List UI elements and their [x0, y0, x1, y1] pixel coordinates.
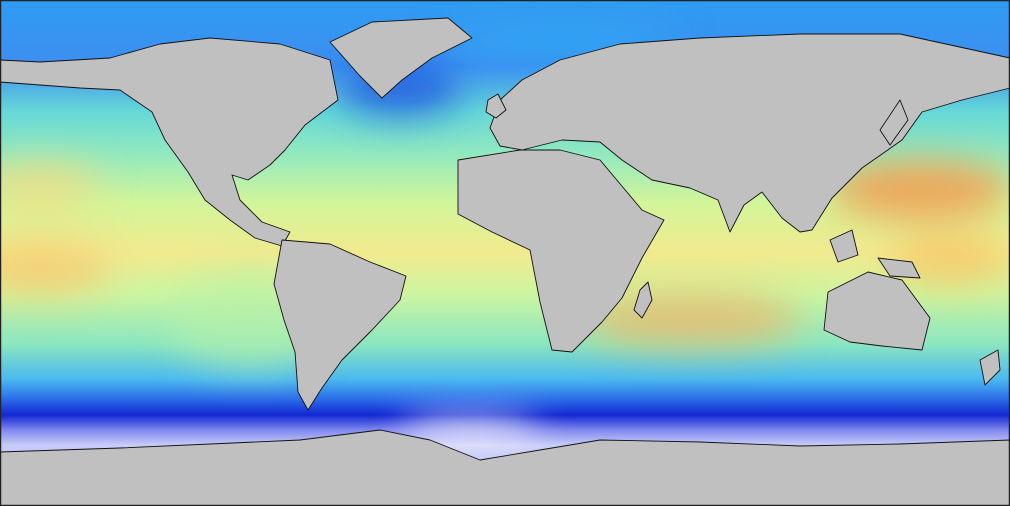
new-zealand [979, 349, 1001, 386]
north-america [0, 37, 339, 247]
warm-patch [890, 235, 1010, 285]
warm-patch [0, 245, 110, 295]
land [0, 17, 1010, 506]
eurasia [489, 33, 1010, 233]
australia [823, 271, 931, 351]
madagascar [633, 281, 653, 319]
antarctica [0, 429, 1010, 506]
south-america [273, 239, 407, 411]
borneo [829, 229, 859, 263]
japan [879, 99, 909, 146]
warm-patch [830, 160, 1010, 220]
greenland [329, 17, 473, 99]
warm-patch [0, 160, 100, 210]
uk [485, 93, 507, 119]
ice-patch [400, 418, 540, 442]
africa [457, 149, 665, 353]
new-guinea [877, 257, 921, 279]
